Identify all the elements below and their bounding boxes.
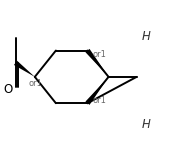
Text: or1: or1 xyxy=(93,96,107,105)
Polygon shape xyxy=(14,61,35,77)
Polygon shape xyxy=(85,77,108,105)
Text: O: O xyxy=(3,83,12,96)
Text: or1: or1 xyxy=(93,50,107,59)
Text: H: H xyxy=(142,118,151,131)
Text: or1: or1 xyxy=(29,79,43,88)
Text: H: H xyxy=(142,30,151,43)
Polygon shape xyxy=(85,49,108,77)
